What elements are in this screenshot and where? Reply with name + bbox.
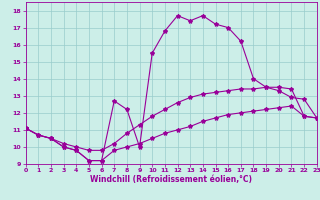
X-axis label: Windchill (Refroidissement éolien,°C): Windchill (Refroidissement éolien,°C) (90, 175, 252, 184)
